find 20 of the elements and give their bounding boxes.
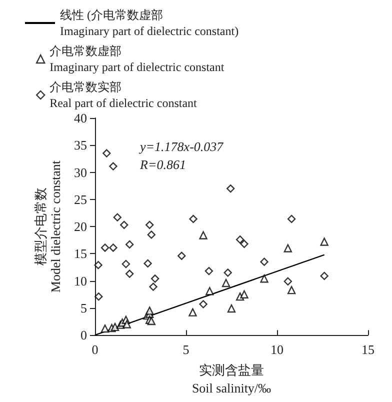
y-tick-label: 20 [74, 219, 87, 234]
y-tick-label: 5 [80, 300, 87, 316]
y-tick-label: 10 [74, 273, 87, 288]
x-tick-label: 15 [362, 342, 374, 358]
legend-label: 介电常数虚部 Imaginary part of dielectric constant [50, 44, 225, 74]
y-tick-label: 40 [74, 110, 87, 126]
y-axis-title: 模型介电常数 Model dielectric constant [33, 160, 64, 293]
y-tick-label: 0 [80, 328, 87, 343]
legend-label: 介电常数实部 Real part of dielectric constant [50, 80, 198, 110]
x-tick-label: 0 [92, 342, 98, 358]
x-tick-label: 5 [182, 342, 190, 358]
annotation: R=0.861 [139, 157, 186, 172]
y-tick-label: 15 [74, 246, 87, 262]
x-tick-label: 10 [270, 342, 284, 358]
legend-label: 线性 (介电常数虚部 Imaginary part of dielectric constant) [60, 8, 239, 38]
annotation: y=1.178x-0.037 [138, 139, 224, 154]
y-tick-label: 25 [74, 192, 87, 207]
x-axis-title: 实测含盐量 Soil salinity/‰ [192, 362, 272, 396]
y-tick-label: 35 [74, 138, 87, 153]
y-tick-label: 30 [74, 164, 87, 180]
